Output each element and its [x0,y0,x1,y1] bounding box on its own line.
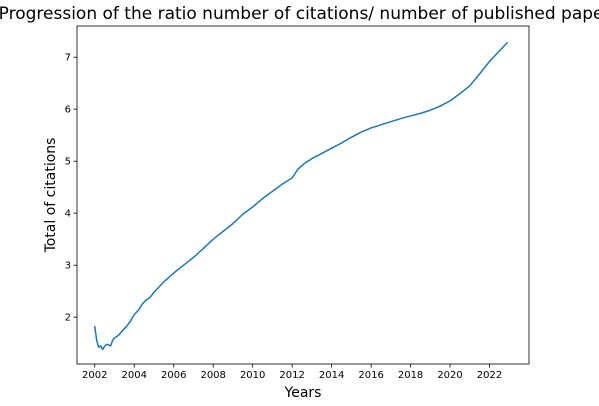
x-tick-label: 2002 [82,370,107,381]
y-tick-label: 2 [65,313,71,324]
x-tick-label: 2012 [279,370,304,381]
y-tick-label: 3 [65,261,71,272]
y-tick-label: 6 [65,105,71,116]
y-tick-label: 4 [65,209,71,220]
y-axis-ticks: 2 3 4 5 6 7 [65,53,77,324]
chart-title: Progression of the ratio number of citat… [0,4,599,24]
x-tick-label: 2008 [200,370,225,381]
series-layer [94,41,509,351]
x-axis-label: Years [284,385,322,401]
x-tick-label: 2018 [398,370,423,381]
x-tick-label: 2006 [161,370,186,381]
x-tick-label: 2010 [240,370,265,381]
y-tick-label: 5 [65,157,71,168]
y-axis-label: Total of citations [43,138,59,254]
x-axis-ticks: 2002 2004 2006 2008 2010 2012 2014 2016 2018 2020… [82,364,502,381]
x-tick-label: 2020 [437,370,462,381]
x-tick-label: 2004 [122,370,147,381]
x-tick-label: 2016 [358,370,383,381]
x-tick-label: 2014 [319,370,344,381]
y-tick-label: 7 [65,53,71,64]
plot-area-frame [76,25,530,365]
series-line [94,41,509,351]
x-tick-label: 2022 [477,370,502,381]
